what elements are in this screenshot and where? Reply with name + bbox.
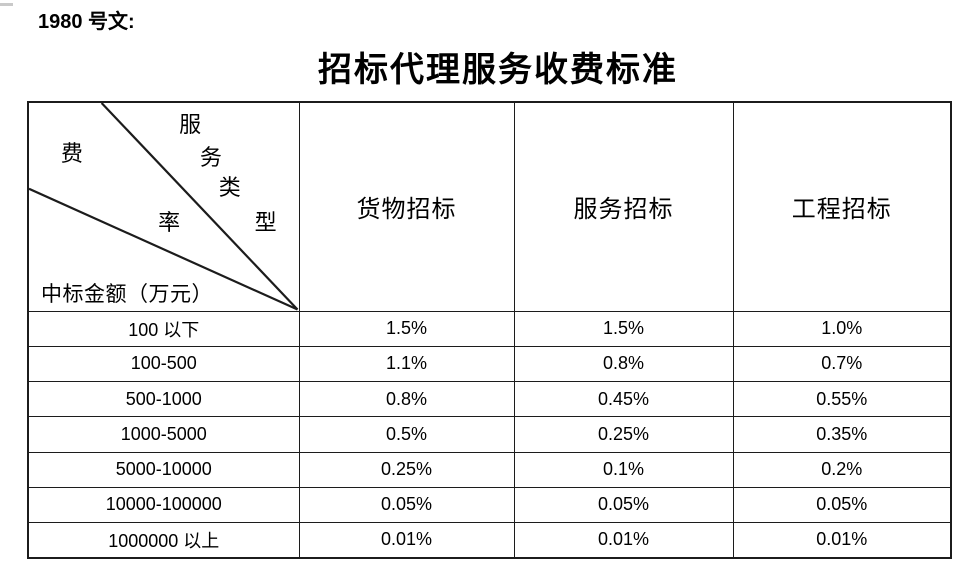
column-header-goods: 货物招标 bbox=[298, 101, 515, 312]
fee-cell: 1.1% bbox=[298, 345, 515, 383]
fee-cell: 0.45% bbox=[513, 381, 734, 418]
corner-label-service-type-char: 务 bbox=[199, 144, 222, 170]
corner-label-service-type-char: 型 bbox=[254, 209, 277, 235]
fee-cell: 0.25% bbox=[298, 451, 515, 488]
row-label: 100-500 bbox=[27, 345, 300, 383]
fee-cell: 0.01% bbox=[298, 522, 515, 559]
table-row: 1000000 以上 0.01% 0.01% 0.01% bbox=[27, 522, 952, 559]
fee-cell: 0.05% bbox=[732, 486, 952, 524]
table-row: 1000-5000 0.5% 0.25% 0.35% bbox=[27, 416, 952, 453]
fee-cell: 0.7% bbox=[732, 345, 952, 383]
row-label: 1000-5000 bbox=[27, 416, 300, 453]
fee-cell: 1.0% bbox=[732, 310, 952, 347]
corner-label-bid-amount: 中标金额（万元） bbox=[41, 281, 213, 306]
fee-cell: 0.35% bbox=[732, 416, 952, 453]
fee-cell: 0.2% bbox=[732, 451, 952, 488]
row-label: 100 以下 bbox=[27, 310, 300, 347]
diagonal-corner-cell: 服 务 类 型 费 率 中标金额（万元） bbox=[27, 101, 300, 312]
table-row: 100-500 1.1% 0.8% 0.7% bbox=[27, 345, 952, 383]
fee-cell: 0.25% bbox=[513, 416, 734, 453]
fee-cell: 0.01% bbox=[732, 522, 952, 559]
doc-number: 1980 号文: bbox=[38, 11, 135, 33]
fee-cell: 0.05% bbox=[298, 486, 515, 524]
header-row: 服 务 类 型 费 率 中标金额（万元） 货物招标 服务招标 工程招标 bbox=[27, 101, 952, 312]
row-label: 5000-10000 bbox=[27, 451, 300, 488]
row-label: 500-1000 bbox=[27, 381, 300, 418]
table-row: 5000-10000 0.25% 0.1% 0.2% bbox=[27, 451, 952, 488]
page-title: 招标代理服务收费标准 bbox=[318, 52, 678, 89]
table-row: 10000-100000 0.05% 0.05% 0.05% bbox=[27, 486, 952, 524]
fee-cell: 0.8% bbox=[513, 345, 734, 383]
fee-rate-table: 服 务 类 型 费 率 中标金额（万元） 货物招标 服务招标 工程招标 100 … bbox=[27, 101, 952, 559]
column-header-services: 服务招标 bbox=[513, 101, 734, 312]
diagonal-corner-content: 服 务 类 型 费 率 中标金额（万元） bbox=[29, 103, 299, 311]
fee-cell: 0.01% bbox=[513, 522, 734, 559]
fee-cell: 1.5% bbox=[513, 310, 734, 347]
fee-cell: 0.55% bbox=[732, 381, 952, 418]
fee-cell: 1.5% bbox=[298, 310, 515, 347]
corner-label-fee-rate-char: 率 bbox=[158, 209, 181, 235]
corner-label-fee-rate-char: 费 bbox=[60, 140, 83, 166]
column-header-engineering: 工程招标 bbox=[732, 101, 952, 312]
row-label: 10000-100000 bbox=[27, 486, 300, 524]
fee-cell: 0.5% bbox=[298, 416, 515, 453]
fee-cell: 0.8% bbox=[298, 381, 515, 418]
diagonal-lines bbox=[29, 103, 299, 311]
table-row: 500-1000 0.8% 0.45% 0.55% bbox=[27, 381, 952, 418]
screen-edge-artifact bbox=[0, 3, 13, 6]
table-row: 100 以下 1.5% 1.5% 1.0% bbox=[27, 310, 952, 347]
corner-label-service-type-char: 类 bbox=[218, 174, 241, 200]
fee-cell: 0.1% bbox=[513, 451, 734, 488]
row-label: 1000000 以上 bbox=[27, 522, 300, 559]
corner-label-service-type-char: 服 bbox=[179, 111, 202, 137]
fee-cell: 0.05% bbox=[513, 486, 734, 524]
